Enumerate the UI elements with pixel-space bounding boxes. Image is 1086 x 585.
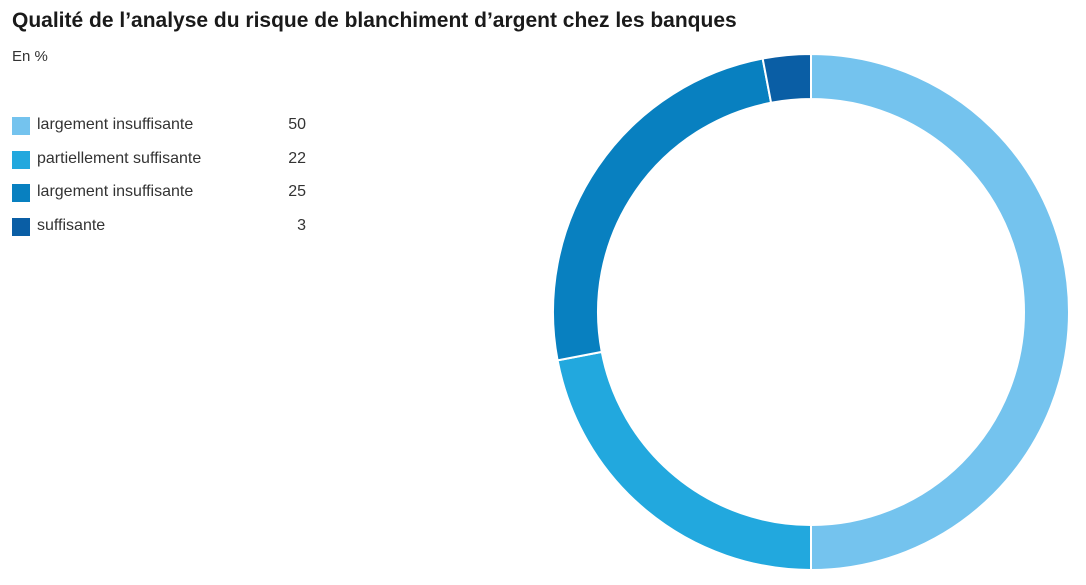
- legend-swatch: [12, 217, 30, 236]
- legend-value: 25: [288, 183, 306, 200]
- legend-item: largement insuffisante 50: [12, 114, 308, 148]
- chart-subtitle: En %: [12, 48, 48, 65]
- chart-title: Qualité de l’analyse du risque de blanch…: [12, 9, 737, 32]
- legend-item: suffisante 3: [12, 215, 308, 249]
- legend-item: largement insuffisante 25: [12, 181, 308, 215]
- donut-slice: [556, 350, 812, 572]
- legend-swatch: [12, 150, 30, 169]
- legend-label: partiellement suffisante: [37, 149, 202, 167]
- legend: largement insuffisante 50 partiellement …: [12, 114, 308, 248]
- legend-label: largement insuffisante: [37, 116, 194, 133]
- legend-label: suffisante: [37, 216, 106, 234]
- legend-item: partiellement suffisante 22: [12, 148, 308, 182]
- donut-slice: [810, 52, 1070, 572]
- legend-value: 22: [288, 149, 306, 167]
- legend-swatch: [12, 117, 30, 135]
- donut-slice: [761, 52, 812, 104]
- legend-swatch: [12, 184, 30, 202]
- legend-value: 50: [288, 116, 306, 133]
- legend-value: 3: [297, 216, 306, 234]
- donut-slice: [552, 57, 773, 362]
- legend-label: largement insuffisante: [37, 183, 194, 200]
